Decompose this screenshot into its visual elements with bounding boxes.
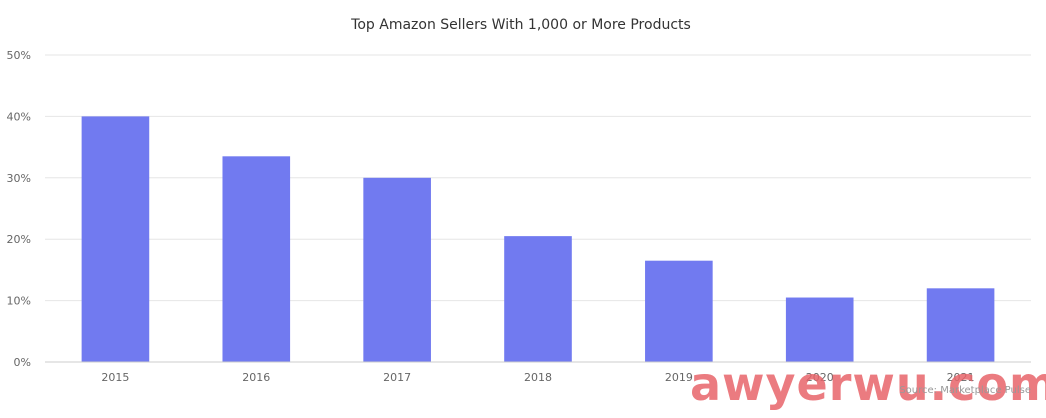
chart-title: Top Amazon Sellers With 1,000 or More Pr… (350, 17, 691, 33)
x-axis-tick-labels: 2015 2016 2017 2018 2019 2020 2021 (101, 371, 974, 384)
bars (81, 116, 995, 363)
x-tick-label: 2021 (947, 371, 975, 384)
bar-2016[interactable] (222, 156, 291, 362)
y-tick-label: 10% (7, 295, 31, 308)
y-tick-label: 40% (7, 110, 31, 123)
bar-2017[interactable] (363, 177, 431, 362)
x-tick-label: 2017 (383, 371, 411, 384)
bar-2021[interactable] (926, 288, 995, 362)
x-tick-label: 2018 (524, 371, 552, 384)
bar-2018[interactable] (504, 236, 572, 362)
bar-2015[interactable] (81, 116, 150, 363)
y-tick-label: 50% (7, 49, 31, 62)
x-tick-label: 2020 (806, 371, 834, 384)
y-tick-label: 30% (7, 172, 31, 185)
y-tick-label: 20% (7, 233, 31, 246)
bar-2019[interactable] (645, 260, 713, 362)
x-tick-label: 2015 (101, 371, 129, 384)
y-axis-tick-labels: 0% 10% 20% 30% 40% 50% (7, 49, 31, 369)
watermark: awyerwu.com (690, 357, 1046, 411)
bar-2020[interactable] (785, 297, 854, 362)
source-credit: Source: Marketplace Pulse (899, 385, 1031, 396)
y-gridlines (45, 54, 1031, 302)
x-tick-label: 2019 (665, 371, 693, 384)
y-tick-label: 0% (14, 356, 31, 369)
x-tick-label: 2016 (242, 371, 270, 384)
